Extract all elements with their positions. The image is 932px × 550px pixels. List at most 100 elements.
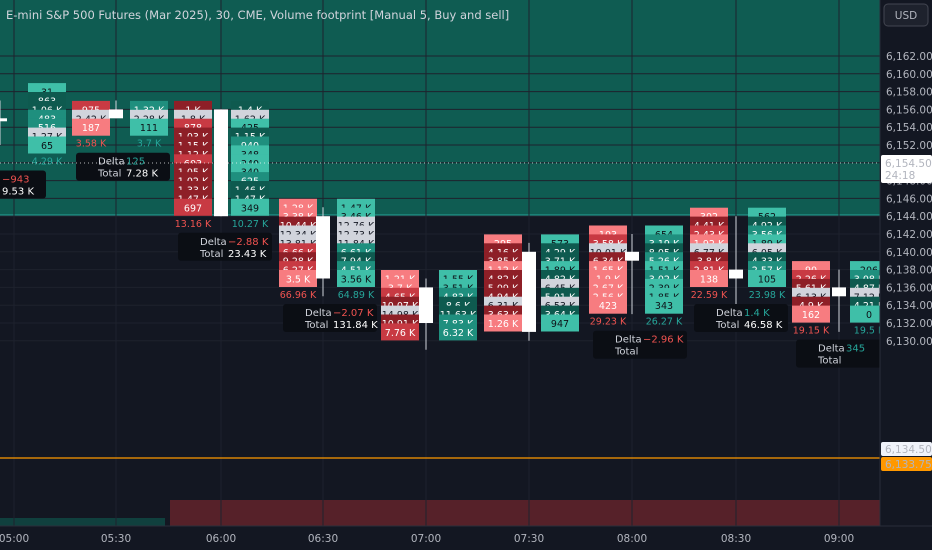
delta-box: Delta −2.07 K Total 131.84 K <box>283 304 378 332</box>
price-tick-label: 6,154.00 <box>886 122 932 134</box>
volume-cell-label: 0 <box>866 310 872 321</box>
prev-price-marker-box <box>881 457 932 471</box>
right-total-label: 4.29 K <box>32 157 63 168</box>
time-axis[interactable]: 05:00 05:30 06:00 06:30 07:00 07:30 08:00 08:30… <box>0 533 854 545</box>
delta-label: Delta <box>716 308 743 319</box>
right-total-label: 26.27 K <box>646 317 683 328</box>
total-label: Total <box>199 249 223 260</box>
volume-band-teal-left <box>0 518 165 526</box>
footprint-bar[interactable]: 1 K1.8 K8781.03 K1.15 K1.12 K6031.05 K1.… <box>174 100 272 261</box>
current-price-label: 6,154.50 <box>885 158 932 170</box>
total-label: Total <box>614 347 638 358</box>
delta-box-frame <box>593 330 687 359</box>
volume-cell-label: 349 <box>241 203 259 214</box>
footprint-bar[interactable]: 1033.58 K10.01 K6.34 K1.65 K1.9 K2.67 K2… <box>589 225 687 359</box>
delta-box: Delta 1.4 K Total 46.58 K <box>694 304 788 332</box>
footprint-bar[interactable]: 902.26 K5.61 K6.13 K4.9 K1622063.08 K4.8… <box>792 261 890 368</box>
footprint-bar[interactable]: 2954.16 K3.85 K1.12 K4.82 K5.09 K4.94 K6… <box>484 234 579 341</box>
total-value: 9.53 K <box>2 187 34 198</box>
volume-cell-label: 947 <box>551 319 569 330</box>
time-tick-label: 08:00 <box>617 533 647 545</box>
last-price-label: 6,134.50 <box>885 444 932 456</box>
delta-label: Delta <box>200 237 227 248</box>
delta-box-frame <box>694 304 788 332</box>
right-total-label: 64.89 K <box>338 290 375 301</box>
currency-button[interactable]: USD <box>883 3 929 27</box>
time-tick-label: 09:00 <box>824 533 854 545</box>
total-label: Total <box>817 356 841 367</box>
total-value: 23.43 K <box>228 249 267 260</box>
delta-value: −2.07 K <box>333 308 374 319</box>
last-price-marker-box <box>881 442 932 456</box>
delta-value: 125 <box>126 157 145 168</box>
volume-cell-label: 187 <box>82 123 100 134</box>
volume-cell <box>645 296 683 314</box>
footprint-bar[interactable]: 3024.41 K2.43 K1.92 K6.77 K3.8 K2.81 K13… <box>690 207 788 332</box>
volume-cell <box>279 270 317 287</box>
time-axis-background <box>0 526 932 550</box>
chart-title: E-mini S&P 500 Futures (Mar 2025), 30, C… <box>6 8 509 22</box>
delta-value: 1.4 K <box>744 308 770 319</box>
prev-price-label: 6,133.75 <box>885 459 932 471</box>
footprint-bar[interactable]: 318631.06 K4835161.27 K654.29 KDelta−943… <box>0 83 66 199</box>
volume-cell-label: 3.5 K <box>286 275 311 286</box>
right-total-label: 3.7 K <box>137 139 162 150</box>
volume-cell <box>130 118 168 136</box>
total-value: 46.58 K <box>744 320 783 331</box>
candle-body <box>625 251 639 261</box>
delta-box-frame <box>178 232 272 261</box>
total-label: Total <box>97 169 121 180</box>
delta-box: Delta−943Total9.53 K <box>0 170 46 199</box>
time-tick-label: 06:30 <box>308 533 338 545</box>
volume-cell-label: 697 <box>184 203 202 214</box>
time-tick-label: 07:00 <box>411 533 441 545</box>
delta-label: Delta <box>305 308 332 319</box>
volume-cell-label: 343 <box>655 301 673 312</box>
delta-label: Delta <box>615 335 642 346</box>
footprint-bars: 318631.06 K4835161.27 K654.29 KDelta−943… <box>0 83 890 368</box>
price-axis[interactable]: 6,162.00 6,160.00 6,158.00 6,156.00 6,154.00… <box>886 51 932 348</box>
volume-cell-label: 6.32 K <box>443 328 474 339</box>
volume-cell <box>72 118 110 136</box>
price-tick-label: 6,144.00 <box>886 211 932 223</box>
delta-box-frame <box>76 152 170 181</box>
volume-cell-label: 3.56 K <box>341 275 372 286</box>
volume-cell <box>231 198 269 216</box>
current-price-marker: 6,154.50 24:18 <box>881 155 932 183</box>
volume-cell <box>28 136 66 154</box>
countdown-label: 24:18 <box>885 170 915 182</box>
delta-value: 345 <box>846 344 865 355</box>
time-tick-label: 06:00 <box>206 533 236 545</box>
footprint-bar[interactable]: 1.28 K3.38 K10.44 K12.34 K13.81 K6.66 K9… <box>279 198 378 332</box>
currency-button-frame <box>883 3 929 27</box>
volume-cell-label: 162 <box>802 310 820 321</box>
delta-box: Delta 125 Total 7.28 K <box>76 152 170 181</box>
price-tick-label: 6,158.00 <box>886 87 932 99</box>
candle-body <box>729 269 743 279</box>
price-tick-label: 6,136.00 <box>886 282 932 294</box>
volume-band-red <box>170 500 880 526</box>
delta-value: −2.88 K <box>228 237 269 248</box>
left-total-label: 66.96 K <box>280 290 317 301</box>
price-tick-label: 6,162.00 <box>886 51 932 63</box>
delta-label: Delta <box>818 344 845 355</box>
volume-cell <box>337 270 375 287</box>
candle-body <box>832 287 846 297</box>
candle-body <box>419 287 433 323</box>
volume-cell <box>792 305 830 323</box>
volume-cell-label: 65 <box>41 141 53 152</box>
volume-cell-label: 111 <box>140 123 158 134</box>
volume-cell <box>174 198 212 216</box>
footprint-bar[interactable]: 1.21 K3.7 K4.65 K10.07 K14.98 K10.91 K7.… <box>381 270 477 350</box>
last-price-marker: 6,134.50 <box>881 442 932 456</box>
volume-cell-label: 1.26 K <box>488 319 519 330</box>
volume-cell-label: 7.76 K <box>385 328 416 339</box>
volume-cell <box>690 270 728 287</box>
volume-cell <box>850 305 888 323</box>
delta-box: Delta −2.96 K Total <box>593 330 687 359</box>
total-label: Total <box>715 320 739 331</box>
total-label: Total <box>304 320 328 331</box>
volume-cell <box>541 314 579 332</box>
